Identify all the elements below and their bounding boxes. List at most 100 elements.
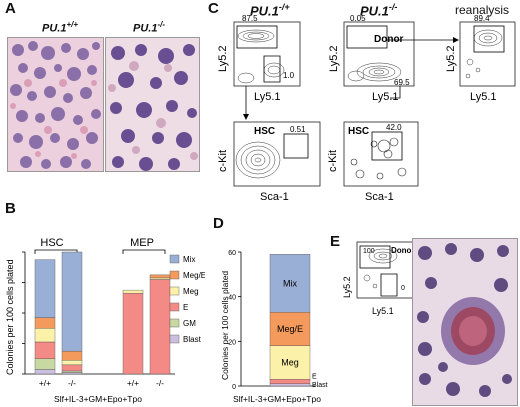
panel-a-left-genotype-text: PU.1 — [42, 22, 67, 35]
facs-ly52-label-2: Ly5.2 — [328, 45, 340, 72]
megakaryocyte — [441, 297, 505, 365]
chart-b-legend-label-1: Meg/E — [183, 271, 205, 280]
facs-val-420: 42.0 — [386, 123, 402, 132]
facs-gate-donor-ko — [346, 25, 388, 49]
chart-b-legend-swatch-2 — [169, 286, 180, 296]
chart-d: Colonies per 100 cells plated Blast E Meg M… — [220, 250, 328, 404]
panel-a-left-genotype: PU.1+/+ — [42, 20, 78, 35]
facs-sca1-label-2: Sca-1 — [365, 191, 394, 203]
facs-donor-label-ko: Donor — [374, 34, 404, 45]
facs-ly52-label-3: Ly5.2 — [445, 45, 457, 72]
facs-gate-hsc-ko — [371, 131, 403, 161]
panel-a-left-genotype-sup: +/+ — [66, 20, 79, 29]
micrograph-knockout-cells — [106, 38, 199, 171]
chart-d-bar-mix — [269, 254, 311, 313]
chart-b-ylabel: Colonies per 100 cells plated — [5, 259, 15, 375]
chart-d-ytick-1: 20 — [228, 339, 236, 346]
chart-d-ytick-2: 40 — [228, 295, 236, 302]
facs-e-donor-label: Donor — [391, 246, 415, 255]
facs-e-val-100: 100 — [363, 248, 375, 255]
chart-b-bar-blast-1 — [61, 372, 83, 375]
chart-b-bar-meg-e-3 — [149, 274, 171, 279]
chart-d-ytick-0: 0 — [232, 384, 236, 391]
panel-letter-b: B — [5, 200, 16, 217]
facs-val-695: 69.5 — [394, 78, 410, 87]
facs-val-10: 1.0 — [283, 71, 295, 80]
facs-arrowhead-down-wt — [243, 114, 249, 120]
facs-hsc-label-ko: HSC — [348, 126, 369, 137]
chart-b-bracket-mep — [122, 249, 166, 254]
panel-c-reanalysis: reanalysis — [455, 3, 510, 17]
facs-hsc-label-wt: HSC — [254, 126, 275, 137]
panel-c-right-title-sup: -/- — [388, 2, 398, 12]
chart-b-xtick-3: -/- — [156, 378, 164, 388]
panel-a-right-genotype-text: PU.1 — [133, 22, 158, 35]
panel-letter-d: D — [213, 215, 224, 232]
micrograph-wildtype — [7, 37, 104, 172]
chart-b-bar-mix-1 — [61, 251, 83, 352]
chart-d-seg-label-meg-e: Meg/E — [277, 324, 303, 334]
chart-b-group-hsc: HSC — [40, 237, 63, 249]
chart-b-bar-gm-0 — [34, 358, 56, 370]
chart-b-xtick-1: -/- — [68, 378, 76, 388]
facs-val-875: 87.5 — [242, 14, 258, 23]
chart-b-group-mep: MEP — [130, 237, 154, 249]
chart-d-bar-blast — [269, 383, 311, 387]
chart-b-bar-meg-1 — [61, 360, 83, 366]
chart-d-seg-label-mix: Mix — [283, 278, 297, 288]
facs-gate-recipient-wt — [263, 55, 281, 83]
chart-d-xlabel: Slf+IL-3+GM+Epo+Tpo — [233, 394, 321, 404]
chart-b-legend-label-4: GM — [183, 319, 196, 328]
facs-plot-reanalysis: 89.4 — [459, 14, 516, 87]
micrograph-knockout — [105, 37, 200, 172]
facs-ly52-label-1: Ly5.2 — [217, 45, 229, 72]
chart-b-legend-swatch-3 — [169, 302, 180, 312]
panel-c-right-title-text: PU.1 — [360, 3, 389, 19]
panel-c-left-title-text: PU.1 — [250, 3, 279, 19]
facs-e-ly51-label: Ly5.1 — [372, 306, 394, 316]
chart-d-ylabel: Colonies per 100 cells plated — [220, 271, 230, 380]
facs-e-gate-donor — [359, 245, 391, 269]
facs-val-051: 0.51 — [290, 125, 306, 134]
chart-b-bar-e-0 — [34, 341, 56, 359]
chart-b-bar-meg-3 — [149, 277, 171, 280]
chart-d-seg-label-blast: Blast — [312, 382, 328, 389]
facs-plot-wt-ly5: 87.5 1.0 — [233, 14, 301, 87]
facs-gate-hsc-wt — [283, 133, 309, 159]
facs-ly51-label-3: Ly5.1 — [470, 91, 497, 103]
facs-ckit-label-2: c-Kit — [327, 150, 339, 172]
facs-e-ly52-label: Ly5.2 — [342, 276, 352, 298]
chart-d-ytick-3: 60 — [228, 250, 236, 257]
panel-letter-c: C — [208, 0, 219, 17]
facs-val-894: 89.4 — [474, 14, 490, 23]
micrograph-panel-e — [412, 238, 518, 406]
panel-c-left-title: PU.1-/+ — [250, 2, 290, 18]
chart-b-bar-meg-e-0 — [34, 317, 56, 329]
micrograph-wildtype-cells — [8, 38, 103, 171]
chart-d-bar-e — [269, 379, 311, 384]
chart-b-bar-blast-0 — [34, 369, 56, 375]
chart-d-seg-label-e: E — [312, 373, 317, 380]
chart-b-legend-swatch-1 — [169, 270, 180, 280]
chart-b-legend-label-0: Mix — [183, 255, 195, 264]
facs-val-005: 0.05 — [350, 14, 366, 23]
panel-letter-e: E — [330, 233, 341, 250]
panel-c-right-title: PU.1-/- — [360, 2, 397, 18]
chart-d-bar-meg — [269, 345, 311, 380]
panel-a-right-genotype: PU.1-/- — [133, 20, 165, 35]
chart-d-bar-meg-e — [269, 312, 311, 347]
chart-d-seg-label-meg: Meg — [281, 358, 299, 368]
facs-arrowhead-reanalysis — [453, 37, 459, 43]
panel-letter-a: A — [5, 0, 16, 17]
panel-c-left-title-sup: -/+ — [278, 2, 290, 12]
facs-plot-ko-hsc: HSC 42.0 — [343, 121, 419, 187]
facs-plot-e: Ly5.2 100 Donor 0 Ly5.1 — [342, 241, 415, 316]
facs-ly51-label-2: Ly5.1 — [372, 91, 399, 103]
chart-b-legend-swatch-4 — [169, 318, 180, 328]
chart-b-legend-label-5: Blast — [183, 335, 202, 344]
chart-b-xtick-0: +/+ — [39, 378, 51, 388]
facs-sca1-label-1: Sca-1 — [260, 191, 289, 203]
chart-b-bar-gm-1 — [61, 370, 83, 373]
facs-plots: 87.5 1.0 Ly5.2 Ly5.1 0.05 Donor 69.5 Ly5… — [217, 14, 516, 203]
facs-plot-ko-ly5: 0.05 Donor 69.5 — [343, 14, 415, 87]
